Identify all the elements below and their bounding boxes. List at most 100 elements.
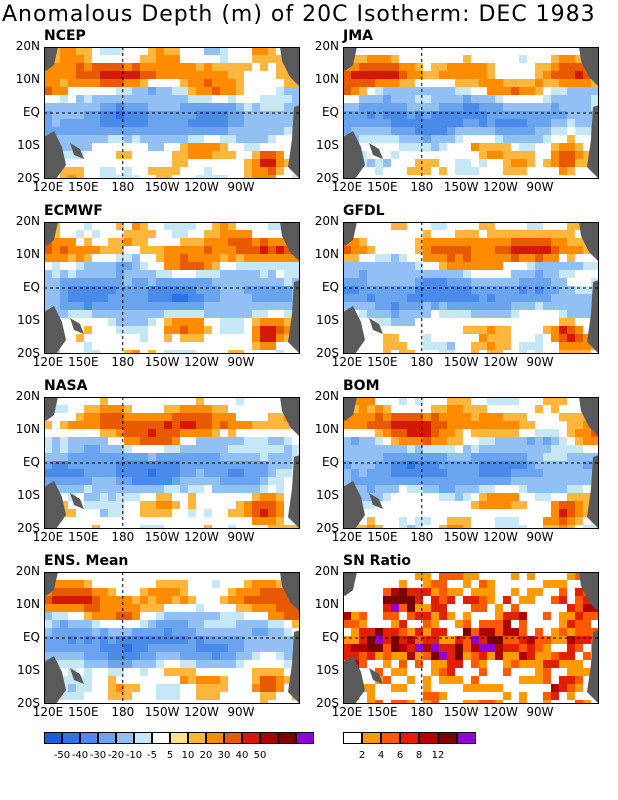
field-cell bbox=[471, 588, 479, 596]
field-cell bbox=[431, 286, 439, 294]
field-cell bbox=[140, 63, 148, 71]
field-cell bbox=[367, 278, 375, 286]
field-cell bbox=[559, 676, 567, 684]
colorbar-swatch bbox=[224, 732, 242, 744]
field-cell bbox=[463, 302, 471, 310]
field-cell bbox=[100, 103, 108, 111]
field-cell bbox=[447, 493, 455, 501]
field-cell bbox=[140, 644, 148, 652]
land-mass bbox=[44, 481, 66, 529]
field-cell bbox=[212, 453, 220, 461]
field-cell bbox=[252, 461, 260, 469]
field-cell bbox=[407, 350, 415, 354]
field-cell bbox=[551, 143, 559, 151]
field-cell bbox=[212, 262, 220, 270]
field-cell bbox=[84, 405, 92, 413]
field-cell bbox=[156, 310, 164, 318]
field-cell bbox=[519, 660, 527, 668]
field-cell bbox=[399, 397, 407, 405]
field-cell bbox=[383, 676, 391, 684]
field-cell bbox=[431, 405, 439, 413]
field-cell bbox=[367, 397, 375, 405]
field-cell bbox=[503, 310, 511, 318]
field-cell bbox=[543, 517, 551, 525]
field-cell bbox=[407, 262, 415, 270]
field-cell bbox=[284, 95, 292, 103]
field-cell bbox=[423, 270, 431, 278]
field-cell bbox=[84, 71, 92, 79]
field-cell bbox=[367, 405, 375, 413]
field-cell bbox=[188, 636, 196, 644]
field-cell bbox=[164, 135, 172, 143]
lon-tick-label: 150W bbox=[443, 530, 479, 544]
field-cell bbox=[479, 493, 487, 501]
field-cell bbox=[140, 326, 148, 334]
field-cell bbox=[164, 95, 172, 103]
field-cell bbox=[156, 270, 164, 278]
field-cell bbox=[479, 501, 487, 509]
field-cell bbox=[503, 334, 511, 342]
field-cell bbox=[495, 294, 503, 302]
field-cell bbox=[487, 485, 495, 493]
field-cell bbox=[164, 644, 172, 652]
field-cell bbox=[511, 270, 519, 278]
field-cell bbox=[108, 604, 116, 612]
field-cell bbox=[383, 636, 391, 644]
field-cell bbox=[172, 596, 180, 604]
field-cell bbox=[172, 127, 180, 135]
field-cell bbox=[244, 63, 252, 71]
field-cell bbox=[559, 230, 567, 238]
field-cell bbox=[407, 612, 415, 620]
field-cell bbox=[359, 127, 367, 135]
field-cell bbox=[575, 421, 583, 429]
field-cell bbox=[511, 87, 519, 95]
field-cell bbox=[543, 294, 551, 302]
field-cell bbox=[575, 517, 583, 525]
field-cell bbox=[511, 246, 519, 254]
field-cell bbox=[220, 684, 228, 692]
field-cell bbox=[76, 620, 84, 628]
field-cell bbox=[391, 644, 399, 652]
lon-tick-label: 90W bbox=[227, 705, 255, 719]
field-cell bbox=[343, 103, 351, 111]
field-cell bbox=[212, 628, 220, 636]
field-cell bbox=[60, 692, 68, 700]
field-cell bbox=[92, 294, 100, 302]
field-cell bbox=[511, 421, 519, 429]
field-cell bbox=[463, 628, 471, 636]
panel-title: ECMWF bbox=[44, 203, 103, 219]
field-cell bbox=[479, 644, 487, 652]
field-cell bbox=[132, 262, 140, 270]
field-cell bbox=[455, 302, 463, 310]
field-cell bbox=[132, 326, 140, 334]
field-cell bbox=[407, 469, 415, 477]
field-cell bbox=[148, 135, 156, 143]
field-cell bbox=[252, 517, 260, 525]
field-cell bbox=[92, 652, 100, 660]
lon-tick-label: 150E bbox=[68, 705, 99, 719]
field-cell bbox=[132, 485, 140, 493]
field-cell bbox=[212, 445, 220, 453]
field-cell bbox=[583, 636, 591, 644]
field-cell bbox=[351, 445, 359, 453]
field-cell bbox=[260, 421, 268, 429]
field-cell bbox=[503, 119, 511, 127]
lat-tick-label: 10S bbox=[316, 663, 339, 677]
field-cell bbox=[108, 238, 116, 246]
field-cell bbox=[244, 135, 252, 143]
field-cell bbox=[407, 700, 415, 704]
field-cell bbox=[260, 318, 268, 326]
field-cell bbox=[196, 604, 204, 612]
field-cell bbox=[228, 246, 236, 254]
field-cell bbox=[132, 604, 140, 612]
field-cell bbox=[367, 270, 375, 278]
field-cell bbox=[268, 254, 276, 262]
field-cell bbox=[220, 270, 228, 278]
field-cell bbox=[503, 103, 511, 111]
field-cell bbox=[399, 644, 407, 652]
field-cell bbox=[204, 310, 212, 318]
field-cell bbox=[487, 238, 495, 246]
field-cell bbox=[543, 326, 551, 334]
field-cell bbox=[236, 604, 244, 612]
field-cell bbox=[204, 254, 212, 262]
